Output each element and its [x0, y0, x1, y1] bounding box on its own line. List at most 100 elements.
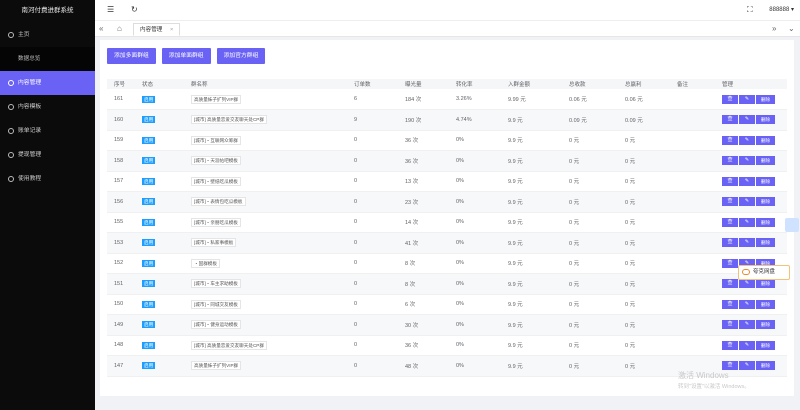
conversion-rate: 3.26%	[449, 89, 501, 110]
delete-button[interactable]: 删除	[756, 299, 775, 309]
edit-button[interactable]: ✎	[739, 197, 755, 207]
user-menu[interactable]: 888888 ▾	[769, 7, 794, 13]
group-name: [城市]・车主求助模板	[191, 279, 241, 289]
edit-button[interactable]: ✎	[739, 258, 755, 268]
sidebar-item-content[interactable]: 内容管理	[0, 71, 95, 95]
view-button[interactable]: 查	[722, 217, 738, 227]
delete-button[interactable]: 删除	[756, 115, 775, 125]
add-multi-group-button[interactable]: 添加多面群组	[107, 48, 156, 64]
delete-button[interactable]: 删除	[756, 320, 775, 330]
view-button[interactable]: 查	[722, 238, 738, 248]
sidebar-item-overview[interactable]: 数据总览	[0, 47, 95, 71]
tabs-dropdown-icon[interactable]: ⌄	[788, 24, 795, 33]
add-single-group-button[interactable]: 添加单面群组	[161, 48, 211, 64]
edit-button[interactable]: ✎	[739, 238, 755, 248]
view-button[interactable]: 查	[722, 94, 738, 104]
close-icon[interactable]: ×	[169, 27, 174, 33]
delete-button[interactable]: 删除	[756, 176, 775, 186]
ops-cell: 查 ✎ 删除	[715, 89, 787, 110]
order-count: 0	[347, 335, 398, 356]
delete-button[interactable]: 删除	[756, 279, 775, 289]
row-id: 155	[107, 212, 135, 233]
edit-button[interactable]: ✎	[739, 340, 755, 350]
delete-button[interactable]: 删除	[756, 361, 775, 371]
remark-cell	[670, 355, 715, 377]
row-actions: 查 ✎ 删除	[722, 94, 787, 104]
refresh-icon[interactable]: ↻	[131, 5, 138, 14]
remark-cell	[670, 191, 715, 213]
view-button[interactable]: 查	[722, 361, 738, 371]
tab-label: 内容管理	[140, 27, 163, 33]
edit-button[interactable]: ✎	[739, 94, 755, 104]
edit-button[interactable]: ✎	[739, 217, 755, 227]
remark-cell	[670, 109, 715, 131]
ops-cell: 查 ✎ 删除	[715, 232, 787, 254]
ops-cell: 查 ✎ 删除	[715, 109, 787, 131]
total-income: 0 元	[562, 355, 618, 377]
quark-pan-widget[interactable]: 夸克网盘	[738, 265, 790, 280]
delete-button[interactable]: 删除	[756, 197, 775, 207]
delete-button[interactable]: 删除	[756, 238, 775, 248]
tabs-prev-icon[interactable]: «	[99, 24, 104, 33]
view-button[interactable]: 查	[722, 156, 738, 166]
group-name: [城市]・天涯帖吧模板	[191, 156, 241, 166]
view-button[interactable]: 查	[722, 197, 738, 207]
edit-button[interactable]: ✎	[739, 320, 755, 330]
row-actions: 查 ✎ 删除	[722, 176, 787, 186]
view-button[interactable]: 查	[722, 115, 738, 125]
watermark-title: 激活 Windows	[678, 371, 729, 380]
sidebar-item-withdraw[interactable]: 提现管理	[0, 143, 95, 167]
group-name: ・固群模板	[191, 258, 220, 268]
template-icon	[8, 104, 14, 110]
edit-button[interactable]: ✎	[739, 115, 755, 125]
exposure-count: 8 次	[398, 253, 449, 274]
content-icon	[8, 80, 14, 86]
sidebar-item-home[interactable]: 主页	[0, 23, 95, 47]
edit-button[interactable]: ✎	[739, 135, 755, 145]
delete-button[interactable]: 删除	[756, 340, 775, 350]
exposure-count: 36 次	[398, 150, 449, 172]
sidebar-item-templates[interactable]: 内容模板	[0, 95, 95, 119]
order-count: 0	[347, 150, 398, 172]
delete-button[interactable]: 删除	[756, 217, 775, 227]
view-button[interactable]: 查	[722, 258, 738, 268]
view-button[interactable]: 查	[722, 340, 738, 350]
sidebar-item-tutorial[interactable]: 使用教程	[0, 167, 95, 191]
join-amount: 9.9 元	[501, 212, 562, 233]
edit-button[interactable]: ✎	[739, 156, 755, 166]
menu-toggle-icon[interactable]: ☰	[107, 5, 115, 14]
delete-button[interactable]: 删除	[756, 156, 775, 166]
edit-button[interactable]: ✎	[739, 279, 755, 289]
group-name: [城市]・同城交友模板	[191, 299, 241, 309]
delete-button[interactable]: 删除	[756, 135, 775, 145]
total-income: 0 元	[562, 273, 618, 295]
view-button[interactable]: 查	[722, 279, 738, 289]
delete-button[interactable]: 删除	[756, 258, 775, 268]
join-amount: 9.9 元	[501, 314, 562, 336]
status-cell: 启用	[135, 191, 184, 213]
add-official-group-button[interactable]: 添加官方群组	[216, 48, 266, 64]
total-income: 0 元	[562, 171, 618, 192]
view-button[interactable]: 查	[722, 320, 738, 330]
exposure-count: 184 次	[398, 89, 449, 110]
home-tab-icon[interactable]: ⌂	[117, 24, 122, 33]
edit-button[interactable]: ✎	[739, 361, 755, 371]
row-actions: 查 ✎ 删除	[722, 299, 787, 309]
delete-button[interactable]: 删除	[756, 94, 775, 104]
tabs-next-icon[interactable]: »	[772, 24, 777, 33]
view-button[interactable]: 查	[722, 135, 738, 145]
view-button[interactable]: 查	[722, 176, 738, 186]
group-name: [城市]・表情包吃瓜模板	[191, 197, 246, 207]
side-float-button[interactable]	[785, 218, 799, 232]
group-name-cell: [城市]・健身运动模板	[184, 314, 347, 336]
group-name-cell: ・固群模板	[184, 253, 347, 274]
edit-button[interactable]: ✎	[739, 176, 755, 186]
fullscreen-icon[interactable]: ⛶	[747, 5, 753, 14]
column-header: 管理	[715, 79, 787, 89]
edit-button[interactable]: ✎	[739, 299, 755, 309]
tab-content-management[interactable]: 内容管理 ×	[133, 23, 181, 36]
sidebar-item-billing[interactable]: 账单记录	[0, 119, 95, 143]
remark-cell	[670, 273, 715, 295]
view-button[interactable]: 查	[722, 299, 738, 309]
